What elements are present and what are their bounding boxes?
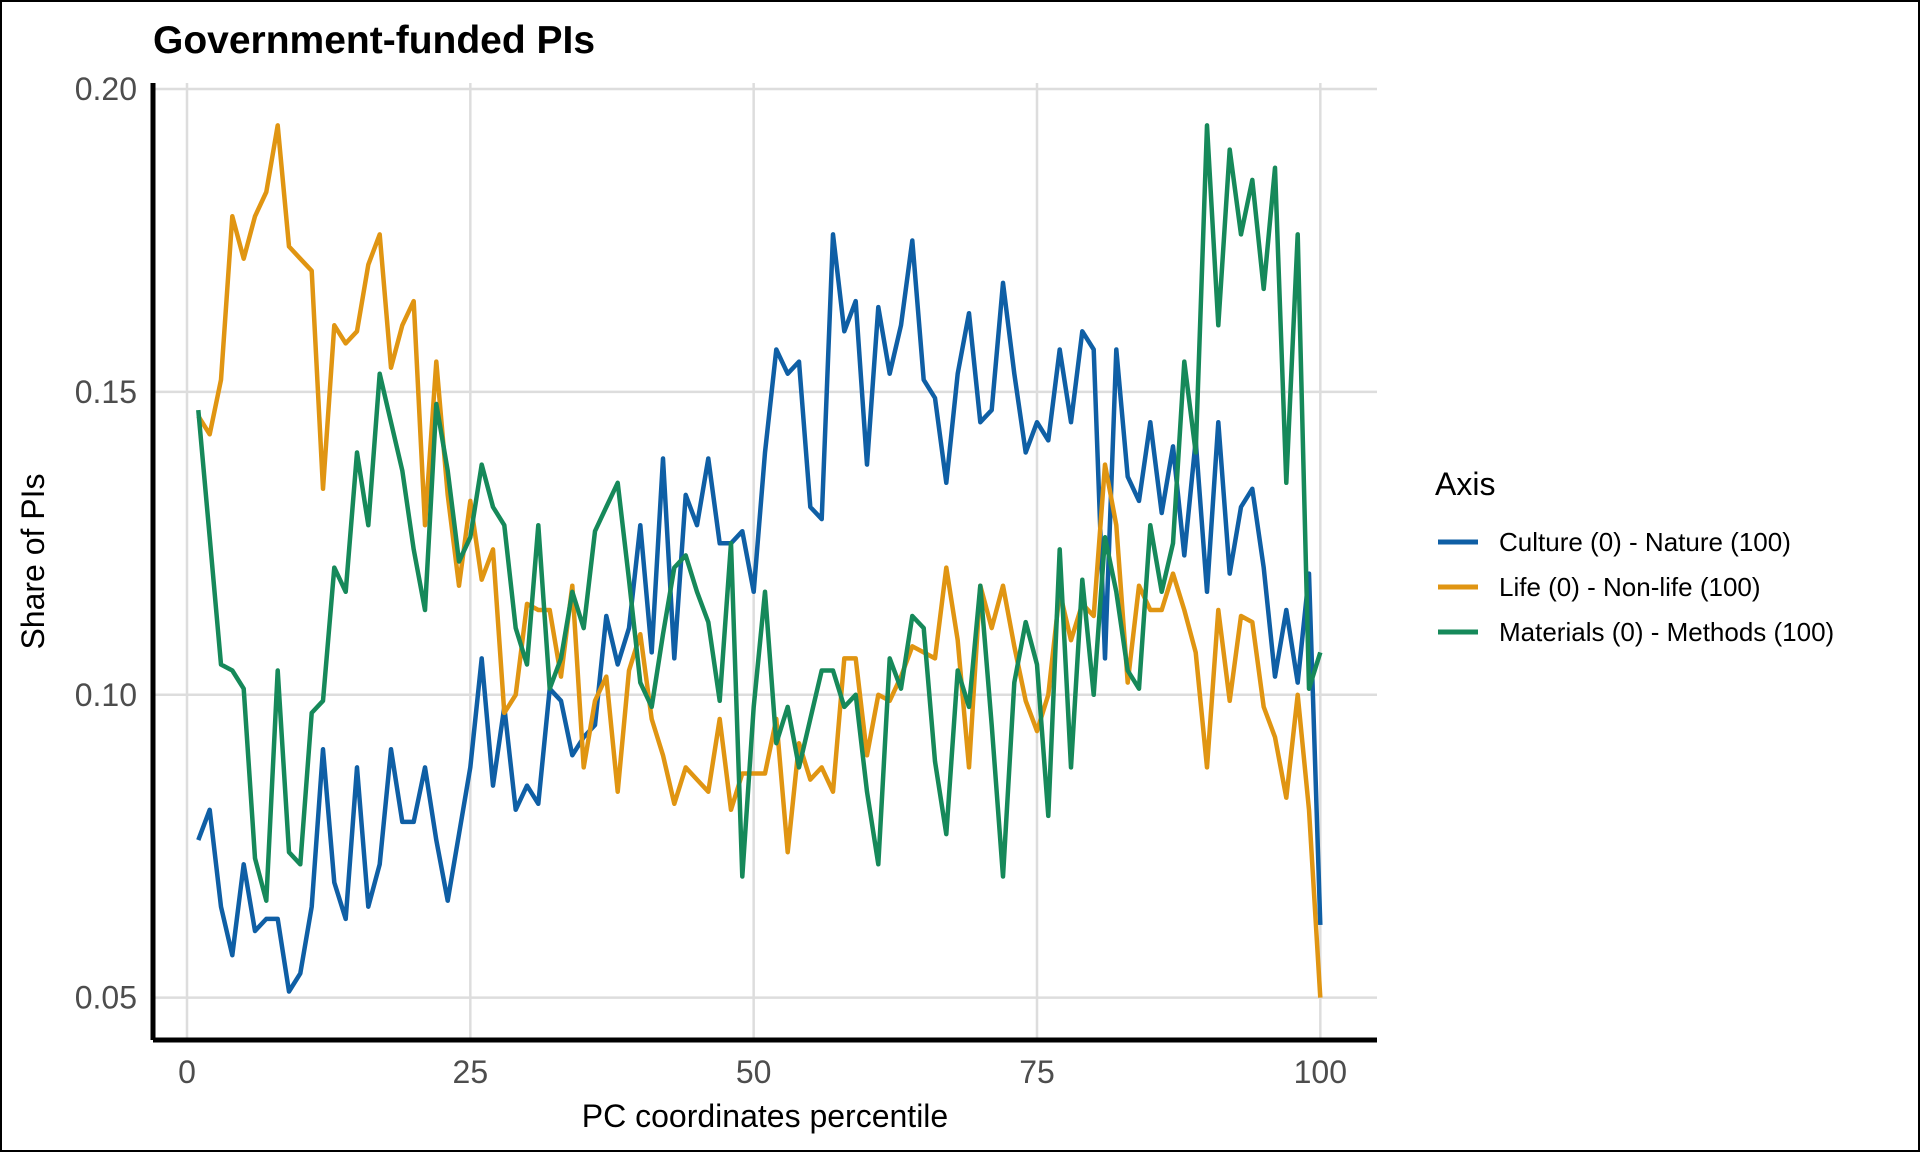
y-axis-label: Share of PIs — [15, 473, 51, 649]
y-tick-label: 0.10 — [75, 677, 137, 713]
y-axis-ticks: 0.05 0.10 0.15 0.20 — [75, 71, 137, 1016]
series-line-1 — [196, 232, 1323, 994]
x-axis-ticks: 0 25 50 75 100 — [178, 1054, 1347, 1090]
legend-items: Culture (0) - Nature (100) Life (0) - Non… — [1438, 527, 1834, 647]
legend-title: Axis — [1435, 466, 1495, 502]
series-line-3 — [196, 123, 1323, 903]
chart-title: Government-funded PIs — [153, 19, 595, 62]
legend-label: Culture (0) - Nature (100) — [1499, 527, 1791, 557]
x-tick-label: 50 — [736, 1054, 772, 1090]
y-tick-label: 0.05 — [75, 980, 137, 1016]
legend: Axis Culture (0) - Nature (100) Life (0) … — [1435, 466, 1834, 647]
y-tick-label: 0.15 — [75, 374, 137, 410]
x-tick-label: 25 — [453, 1054, 489, 1090]
y-tick-label: 0.20 — [75, 71, 137, 107]
series-layer — [196, 123, 1323, 998]
legend-label: Materials (0) - Methods (100) — [1499, 617, 1834, 647]
x-tick-label: 100 — [1294, 1054, 1347, 1090]
x-axis-label: PC coordinates percentile — [582, 1098, 948, 1134]
legend-label: Life (0) - Non-life (100) — [1499, 572, 1761, 602]
grid — [153, 83, 1377, 1040]
x-tick-label: 75 — [1019, 1054, 1055, 1090]
series-line-2 — [196, 123, 1323, 998]
x-tick-label: 0 — [178, 1054, 196, 1090]
